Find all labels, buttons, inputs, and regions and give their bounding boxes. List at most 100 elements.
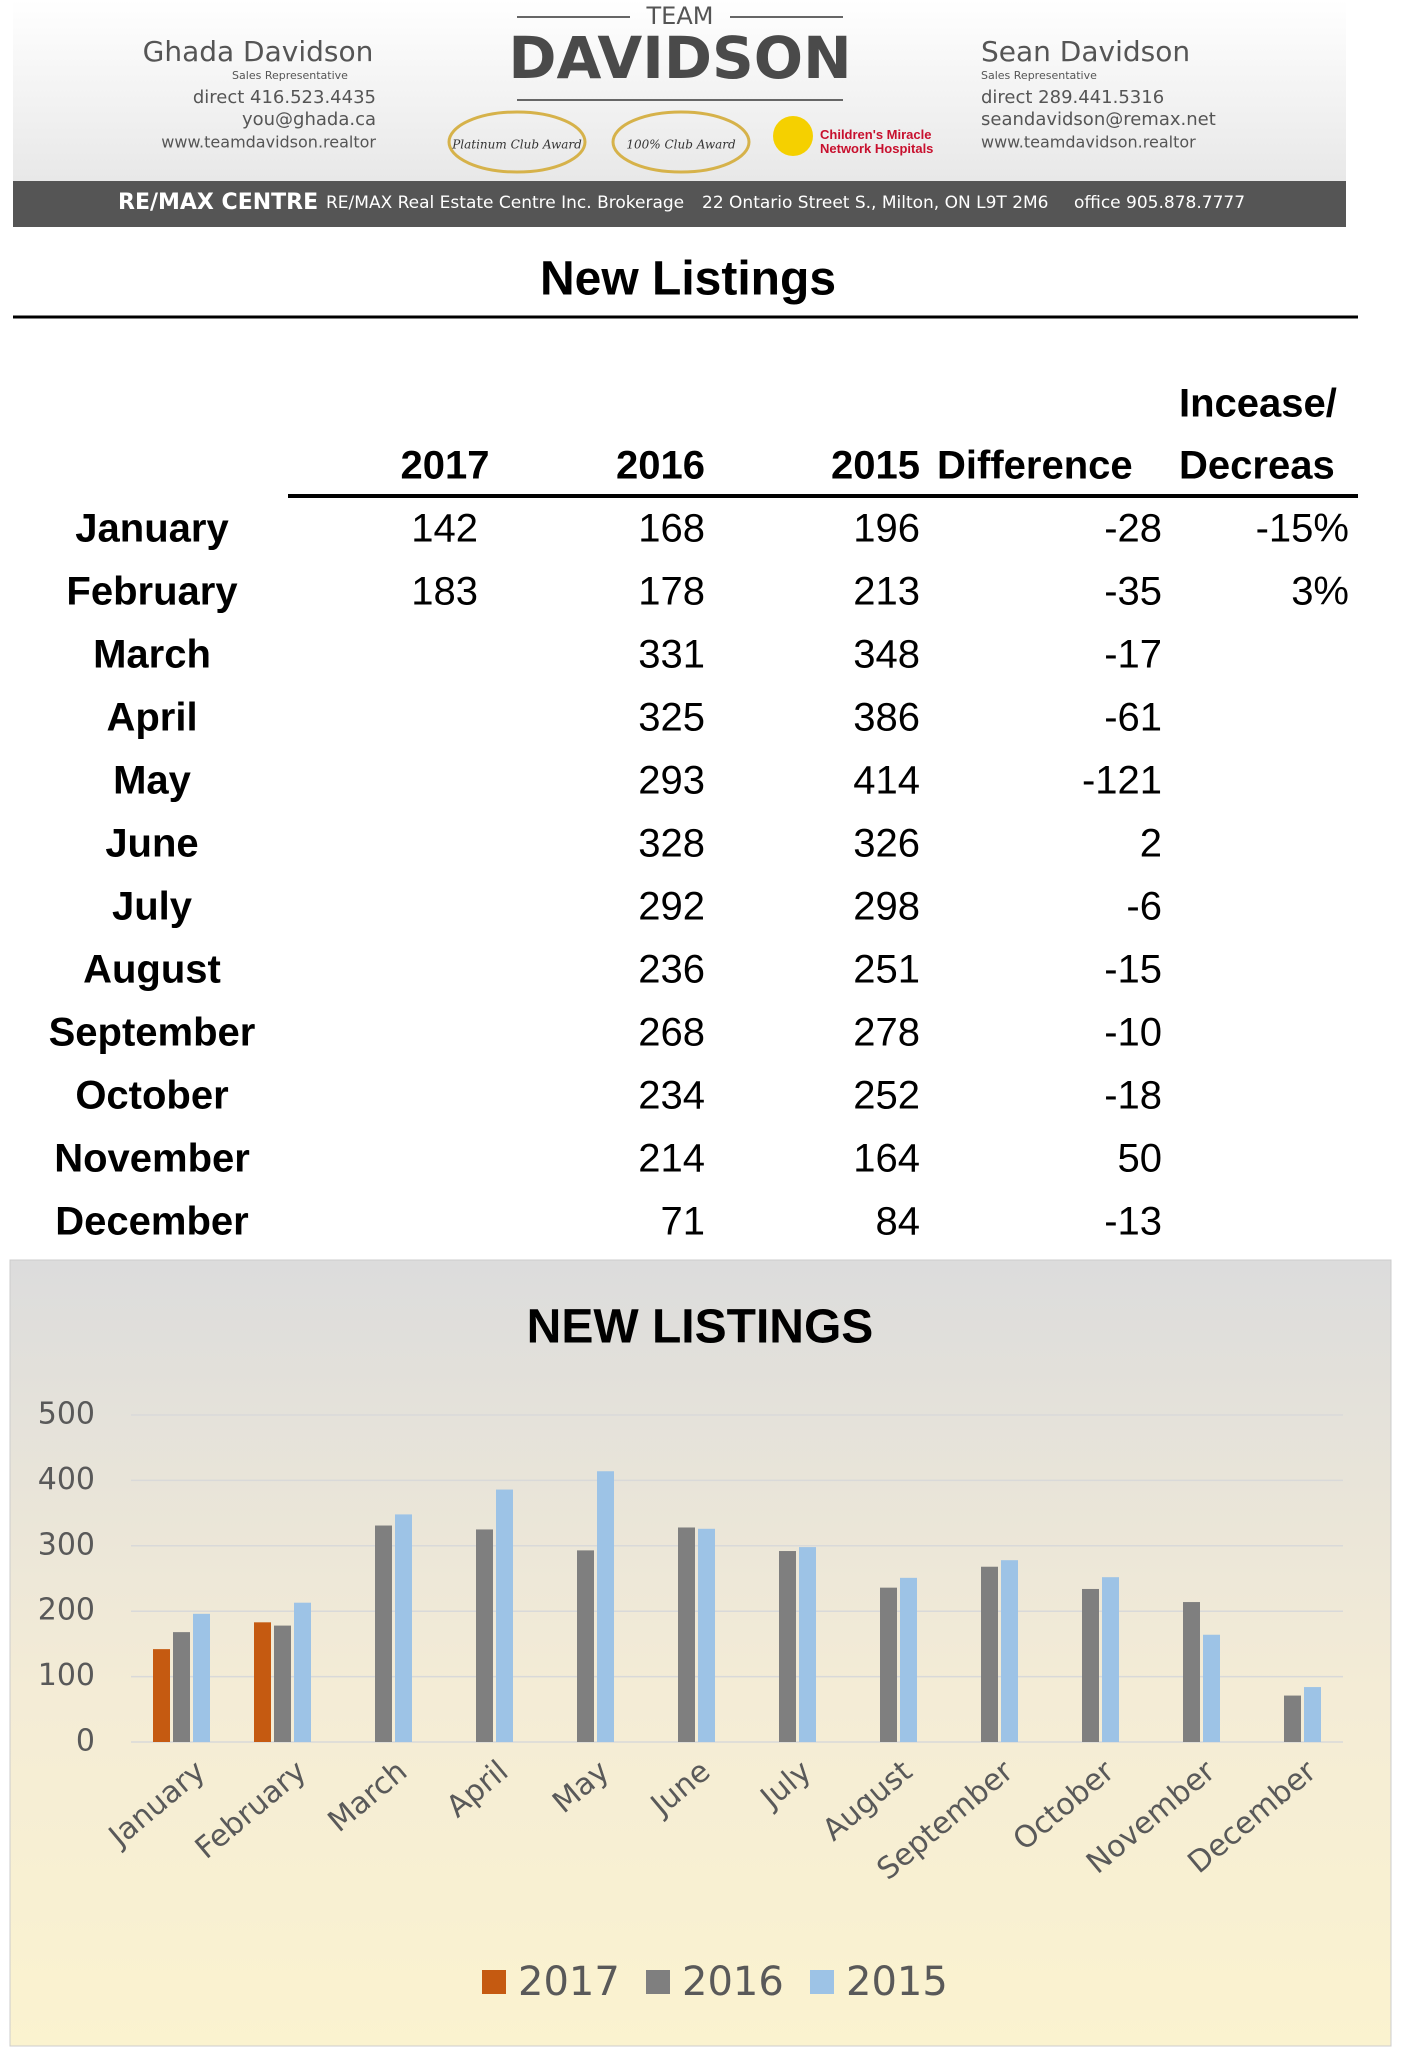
cell: 196	[853, 507, 920, 551]
row-label: April	[106, 696, 197, 740]
cell: 278	[853, 1011, 920, 1055]
bar	[1284, 1695, 1301, 1742]
agent-name: Ghada Davidson	[143, 35, 374, 68]
y-tick-label: 0	[76, 1724, 95, 1759]
cell: 386	[853, 696, 920, 740]
cell: 178	[638, 570, 705, 614]
bar	[375, 1525, 392, 1742]
agent-phone: direct 289.441.5316	[981, 87, 1164, 108]
agent-web: www.teamdavidson.realtor	[161, 133, 376, 152]
cell: -17	[1104, 633, 1162, 677]
cell: 326	[853, 822, 920, 866]
bar	[698, 1528, 715, 1742]
cell: 2	[1140, 822, 1162, 866]
row-label: November	[54, 1137, 250, 1181]
legend-label: 2017	[518, 1959, 620, 2005]
bar	[193, 1613, 210, 1742]
y-tick-label: 300	[38, 1527, 95, 1562]
bar	[678, 1527, 695, 1742]
award: Platinum Club Award	[451, 138, 582, 152]
cell: 168	[638, 507, 705, 551]
row-label: July	[112, 885, 193, 929]
agent-name: Sean Davidson	[981, 35, 1190, 68]
y-tick-label: 100	[38, 1658, 95, 1693]
bar	[981, 1566, 998, 1742]
cell: 84	[876, 1200, 921, 1244]
cell: -61	[1104, 696, 1162, 740]
charity-logo	[773, 116, 813, 156]
y-tick-label: 400	[38, 1462, 95, 1497]
bar	[1082, 1588, 1099, 1742]
cell: 298	[853, 885, 920, 929]
cell: 252	[853, 1074, 920, 1118]
cell: 234	[638, 1074, 705, 1118]
team: TEAM	[646, 2, 714, 30]
bar	[900, 1577, 917, 1742]
company: RE/MAX Real Estate Centre Inc. Brokerage	[326, 193, 684, 213]
address: 22 Ontario Street S., Milton, ON L9T 2M6	[702, 193, 1049, 213]
bar	[496, 1489, 513, 1742]
y-tick-label: 200	[38, 1593, 95, 1628]
team-name: DAVIDSON	[508, 24, 851, 92]
bar	[395, 1514, 412, 1742]
cell: 331	[638, 633, 705, 677]
y-tick-label: 500	[38, 1397, 95, 1432]
row-label: January	[75, 507, 229, 551]
cell: -121	[1082, 759, 1162, 803]
cell: 251	[853, 948, 920, 992]
cell: 328	[638, 822, 705, 866]
chart-title: NEW LISTINGS	[527, 1301, 874, 1354]
bar	[173, 1632, 190, 1742]
bar	[1102, 1577, 1119, 1742]
legend-swatch	[810, 1970, 834, 1994]
agent-phone: direct 416.523.4435	[193, 87, 376, 108]
cell: 50	[1118, 1137, 1163, 1181]
bar	[799, 1547, 816, 1742]
award-badge	[447, 110, 587, 174]
brand-bar	[13, 181, 1346, 227]
cell: -28	[1104, 507, 1162, 551]
column-header: Decreas	[1179, 444, 1335, 488]
header-bg	[13, 0, 1346, 181]
column-header: Difference	[937, 444, 1133, 488]
legend-label: 2015	[846, 1959, 948, 2005]
bar	[294, 1602, 311, 1742]
cell: 142	[411, 507, 478, 551]
cell: -10	[1104, 1011, 1162, 1055]
row-label: October	[75, 1074, 228, 1118]
agent-role: Sales Representative	[232, 69, 348, 82]
bar	[476, 1529, 493, 1742]
bar	[1203, 1634, 1220, 1742]
legend-swatch	[482, 1970, 506, 1994]
cell: -35	[1104, 570, 1162, 614]
row-label: March	[93, 633, 211, 677]
office: office 905.878.7777	[1074, 193, 1245, 213]
bar	[880, 1587, 897, 1742]
cell: 213	[853, 570, 920, 614]
row-label: February	[66, 570, 238, 614]
award: 100% Club Award	[626, 138, 736, 152]
bar	[1001, 1560, 1018, 1742]
cell: 164	[853, 1137, 920, 1181]
bar	[577, 1550, 594, 1742]
bar	[1304, 1687, 1321, 1742]
bar	[153, 1649, 170, 1742]
cell: 236	[638, 948, 705, 992]
cell: -15	[1104, 948, 1162, 992]
cell: 268	[638, 1011, 705, 1055]
cell: 183	[411, 570, 478, 614]
column-header: 2015	[831, 444, 920, 488]
charity: Children's Miracle Network Hospitals	[820, 128, 934, 156]
agent-role: Sales Representative	[981, 69, 1097, 82]
column-header: 2016	[616, 444, 705, 488]
bar	[1183, 1602, 1200, 1742]
column-header: Incease/	[1179, 382, 1337, 426]
bar	[779, 1551, 796, 1742]
agent-email: you@ghada.ca	[242, 109, 376, 130]
page-title: New Listings	[540, 253, 836, 306]
row-label: September	[49, 1011, 256, 1055]
legend-swatch	[646, 1970, 670, 1994]
row-label: December	[55, 1200, 248, 1244]
row-label: August	[83, 948, 221, 992]
